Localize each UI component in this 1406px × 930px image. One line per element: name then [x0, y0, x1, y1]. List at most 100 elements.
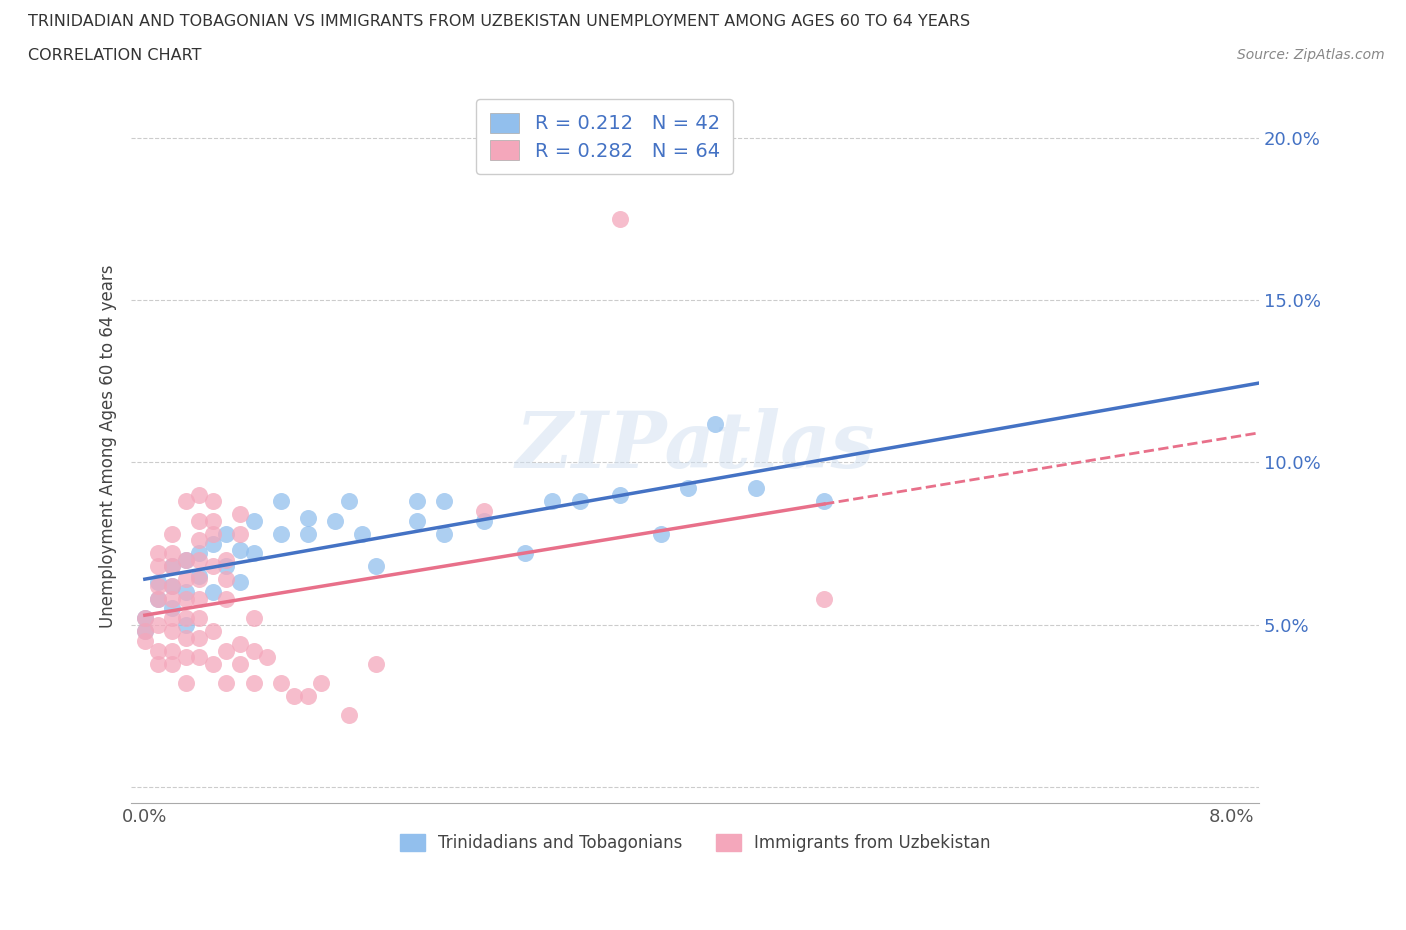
Text: ZIPatlas: ZIPatlas — [516, 408, 875, 485]
Point — [160, 546, 183, 561]
Point — [160, 657, 183, 671]
Point — [215, 526, 238, 541]
Point — [745, 481, 768, 496]
Point — [650, 526, 672, 541]
Point — [201, 559, 224, 574]
Point — [188, 513, 211, 528]
Point — [148, 591, 170, 606]
Point — [215, 552, 238, 567]
Point — [215, 591, 238, 606]
Point — [229, 526, 252, 541]
Point — [160, 644, 183, 658]
Point — [609, 212, 631, 227]
Point — [256, 650, 278, 665]
Point — [201, 536, 224, 551]
Point — [229, 657, 252, 671]
Point — [337, 494, 360, 509]
Point — [188, 546, 211, 561]
Point — [311, 675, 333, 690]
Point — [174, 585, 197, 600]
Point — [201, 513, 224, 528]
Point — [242, 611, 264, 626]
Point — [215, 675, 238, 690]
Point — [201, 526, 224, 541]
Point — [405, 513, 427, 528]
Point — [148, 575, 170, 590]
Y-axis label: Unemployment Among Ages 60 to 64 years: Unemployment Among Ages 60 to 64 years — [100, 264, 117, 628]
Point — [609, 487, 631, 502]
Point — [148, 559, 170, 574]
Point — [188, 611, 211, 626]
Point — [174, 618, 197, 632]
Point — [174, 611, 197, 626]
Point — [215, 572, 238, 587]
Point — [174, 591, 197, 606]
Point — [188, 572, 211, 587]
Point — [188, 631, 211, 645]
Point — [160, 559, 183, 574]
Point — [474, 513, 496, 528]
Point — [678, 481, 700, 496]
Point — [160, 624, 183, 639]
Point — [188, 650, 211, 665]
Point — [134, 611, 156, 626]
Point — [433, 494, 456, 509]
Point — [148, 591, 170, 606]
Point — [174, 552, 197, 567]
Point — [134, 633, 156, 648]
Point — [174, 631, 197, 645]
Point — [352, 526, 374, 541]
Text: CORRELATION CHART: CORRELATION CHART — [28, 48, 201, 63]
Legend: Trinidadians and Tobagonians, Immigrants from Uzbekistan: Trinidadians and Tobagonians, Immigrants… — [392, 828, 997, 859]
Point — [297, 688, 319, 703]
Point — [405, 494, 427, 509]
Point — [433, 526, 456, 541]
Point — [188, 568, 211, 583]
Point — [229, 575, 252, 590]
Point — [283, 688, 305, 703]
Point — [364, 657, 387, 671]
Point — [474, 504, 496, 519]
Point — [541, 494, 564, 509]
Point — [229, 542, 252, 557]
Point — [134, 624, 156, 639]
Point — [174, 552, 197, 567]
Point — [188, 533, 211, 548]
Point — [242, 675, 264, 690]
Point — [323, 513, 346, 528]
Text: Source: ZipAtlas.com: Source: ZipAtlas.com — [1237, 48, 1385, 62]
Point — [174, 675, 197, 690]
Point — [242, 546, 264, 561]
Point — [337, 708, 360, 723]
Point — [160, 611, 183, 626]
Point — [515, 546, 537, 561]
Point — [160, 578, 183, 593]
Point — [174, 650, 197, 665]
Point — [188, 591, 211, 606]
Point — [148, 657, 170, 671]
Point — [160, 601, 183, 616]
Point — [215, 644, 238, 658]
Point — [148, 644, 170, 658]
Point — [201, 657, 224, 671]
Point — [704, 416, 727, 431]
Point — [201, 624, 224, 639]
Point — [188, 487, 211, 502]
Point — [229, 507, 252, 522]
Point — [201, 494, 224, 509]
Point — [174, 494, 197, 509]
Point — [215, 559, 238, 574]
Point — [270, 494, 292, 509]
Point — [813, 494, 835, 509]
Point — [297, 511, 319, 525]
Point — [160, 526, 183, 541]
Point — [568, 494, 591, 509]
Point — [160, 578, 183, 593]
Point — [134, 624, 156, 639]
Point — [148, 578, 170, 593]
Point — [242, 644, 264, 658]
Point — [160, 559, 183, 574]
Point — [242, 513, 264, 528]
Point — [134, 611, 156, 626]
Point — [188, 552, 211, 567]
